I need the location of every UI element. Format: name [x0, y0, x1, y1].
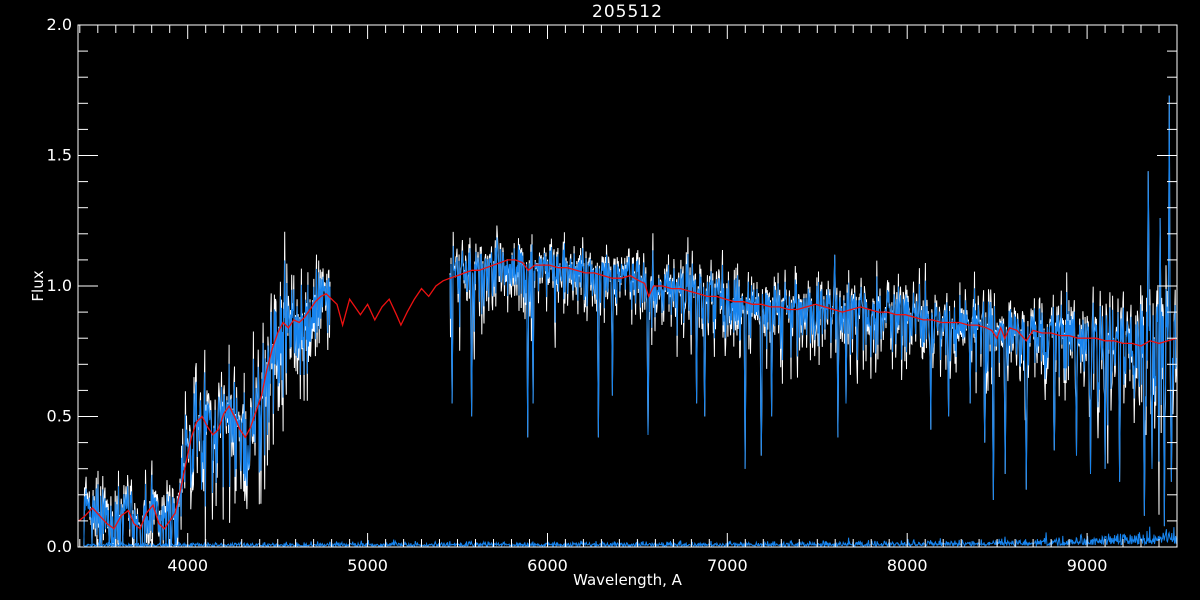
y-tick-label: 2.0	[47, 15, 72, 34]
x-tick-label: 9000	[1067, 556, 1108, 575]
series-layer	[78, 95, 1177, 547]
noise-envelope-trace	[83, 95, 1177, 547]
x-tick-label: 5000	[347, 556, 388, 575]
x-tick-label: 7000	[707, 556, 748, 575]
error-spectrum-trace	[83, 526, 1177, 547]
y-tick-label: 1.0	[47, 276, 72, 295]
x-tick-label: 6000	[527, 556, 568, 575]
tick-labels: 4000 5000 6000 7000 8000 9000 0.0 0.5 1.0 1.5 2.0	[47, 15, 1108, 575]
y-tick-label: 1.5	[47, 146, 72, 165]
plot-title: 205512	[592, 2, 663, 22]
y-tick-label: 0.5	[47, 407, 72, 426]
template-model-trace	[78, 259, 1177, 530]
y-tick-label: 0.0	[47, 537, 72, 556]
x-axis-label: Wavelength, A	[573, 571, 682, 589]
x-tick-label: 8000	[887, 556, 928, 575]
axes-layer	[77, 24, 1178, 548]
x-tick-label: 4000	[167, 556, 208, 575]
y-axis-label: Flux	[29, 270, 47, 302]
